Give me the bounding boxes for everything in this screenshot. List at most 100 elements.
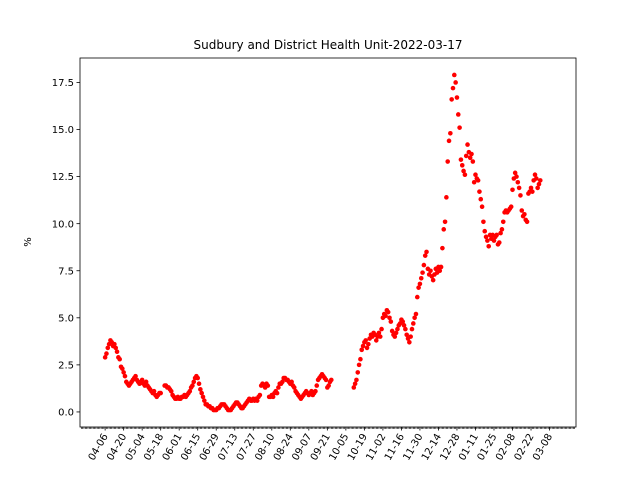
data-point xyxy=(400,319,406,324)
data-point xyxy=(387,315,392,321)
data-point xyxy=(351,385,357,390)
data-point xyxy=(453,80,458,85)
data-point xyxy=(477,189,482,194)
data-point xyxy=(475,178,481,183)
data-point xyxy=(276,385,281,390)
plot-area-frame xyxy=(79,57,577,428)
data-point xyxy=(366,341,371,347)
data-point xyxy=(479,204,485,210)
data-point xyxy=(519,208,525,213)
data-point xyxy=(158,390,163,396)
y-tick-label: 0.0 xyxy=(58,408,74,419)
data-point xyxy=(458,157,464,162)
y-tick-label: 10.0 xyxy=(52,219,74,230)
data-point xyxy=(420,270,425,275)
data-point xyxy=(486,243,492,249)
data-point xyxy=(437,268,443,274)
data-point xyxy=(385,309,391,315)
data-point xyxy=(438,264,444,270)
data-point xyxy=(314,383,320,388)
data-point xyxy=(530,189,535,194)
data-point xyxy=(473,172,478,178)
data-point xyxy=(454,95,460,100)
data-point xyxy=(441,227,447,232)
data-point xyxy=(191,379,197,385)
data-point xyxy=(414,294,420,300)
y-tick-label: 15.0 xyxy=(52,125,74,136)
y-tick-label: 7.5 xyxy=(58,266,74,277)
data-point xyxy=(416,285,421,290)
data-point xyxy=(291,385,297,390)
data-point xyxy=(113,345,119,351)
data-point xyxy=(528,185,534,191)
data-point xyxy=(417,281,423,287)
data-point xyxy=(122,373,128,379)
chart-title: Sudbury and District Health Unit-2022-03… xyxy=(194,38,463,52)
x-axis-ticks: 04-0604-2005-0405-1806-0106-1506-2907-13… xyxy=(81,427,575,463)
data-point xyxy=(393,330,399,336)
data-point xyxy=(196,381,202,386)
data-point xyxy=(510,187,515,193)
data-point xyxy=(418,275,424,281)
data-point xyxy=(462,172,468,178)
data-point xyxy=(535,185,540,191)
data-point xyxy=(363,338,368,343)
data-point xyxy=(482,228,488,234)
data-point xyxy=(514,174,519,179)
data-point xyxy=(411,321,416,326)
data-point xyxy=(198,387,203,392)
data-point xyxy=(452,72,457,78)
data-point xyxy=(450,85,456,91)
data-point xyxy=(120,366,125,371)
y-tick-label: 5.0 xyxy=(58,313,74,324)
data-point xyxy=(329,377,334,383)
data-point xyxy=(187,388,193,394)
data-point xyxy=(446,138,452,144)
data-point xyxy=(392,334,398,339)
data-point xyxy=(449,97,454,102)
data-point xyxy=(265,383,271,388)
data-point xyxy=(112,341,117,347)
data-point xyxy=(379,326,384,332)
data-points xyxy=(102,72,543,413)
data-point xyxy=(388,319,394,324)
data-point xyxy=(522,211,527,217)
data-point xyxy=(313,388,318,394)
data-point xyxy=(274,390,280,396)
data-point xyxy=(358,356,363,362)
data-point xyxy=(469,151,474,157)
data-point xyxy=(373,338,379,343)
data-point xyxy=(536,181,542,187)
data-point xyxy=(383,313,388,319)
data-point xyxy=(195,375,201,381)
data-point xyxy=(470,159,476,164)
data-point xyxy=(532,172,538,178)
data-point xyxy=(143,379,149,385)
data-point xyxy=(326,383,331,388)
data-point xyxy=(121,370,126,375)
data-point xyxy=(440,245,445,251)
data-point xyxy=(190,383,195,388)
data-point xyxy=(442,219,448,225)
data-point xyxy=(422,253,428,258)
data-point xyxy=(355,370,361,375)
data-point xyxy=(257,392,263,398)
data-point xyxy=(421,262,427,268)
data-point xyxy=(114,349,120,354)
data-point xyxy=(354,377,359,383)
data-point xyxy=(403,326,408,332)
data-point xyxy=(457,125,462,130)
data-point xyxy=(139,377,145,383)
data-point xyxy=(404,332,409,338)
data-point xyxy=(270,394,276,400)
data-point xyxy=(412,315,417,321)
data-point xyxy=(512,170,518,176)
data-point xyxy=(428,268,433,274)
data-point xyxy=(168,388,174,394)
data-point xyxy=(352,381,358,386)
data-point xyxy=(104,351,109,356)
y-tick-label: 17.5 xyxy=(52,78,74,89)
data-point xyxy=(117,356,122,362)
data-point xyxy=(499,227,505,232)
data-point xyxy=(430,277,436,283)
